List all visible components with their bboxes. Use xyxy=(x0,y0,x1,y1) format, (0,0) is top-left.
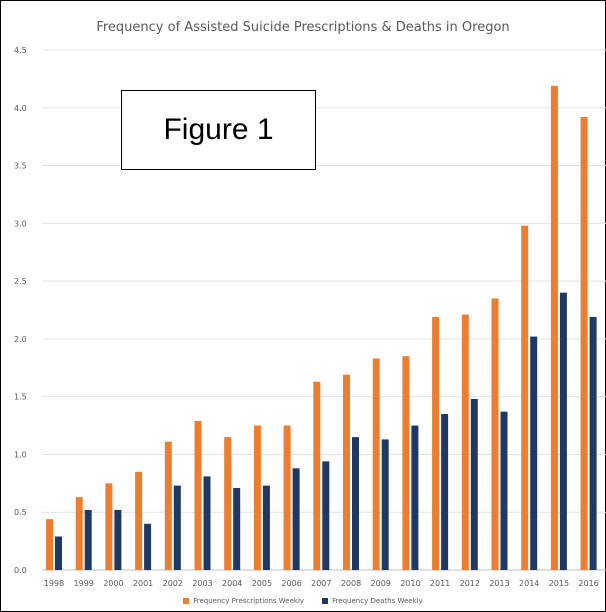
x-tick-label: 2000 xyxy=(103,579,123,588)
bar-deaths xyxy=(559,292,567,570)
y-tick-label: 1.0 xyxy=(14,450,27,459)
bar-prescriptions xyxy=(491,298,499,570)
bar-prescriptions xyxy=(224,437,232,570)
y-tick-label: 3.5 xyxy=(14,162,27,171)
x-tick-label: 2015 xyxy=(549,579,569,588)
bar-deaths xyxy=(144,523,152,570)
y-tick-label: 2.5 xyxy=(14,277,27,286)
legend-swatch-prescriptions xyxy=(183,598,190,604)
x-tick-label: 2012 xyxy=(460,579,480,588)
x-tick-label: 2016 xyxy=(578,579,598,588)
figure-label-box: Figure 1 xyxy=(121,90,316,170)
x-tick-label: 2001 xyxy=(133,579,153,588)
x-tick-label: 2002 xyxy=(163,579,183,588)
bar-deaths xyxy=(233,487,241,570)
bar-deaths xyxy=(262,485,270,570)
legend-item-deaths: Frequency Deaths Weekly xyxy=(322,597,423,605)
chart-legend: Frequency Prescriptions Weekly Frequency… xyxy=(0,597,606,605)
bar-deaths xyxy=(381,439,389,570)
x-tick-label: 2004 xyxy=(222,579,242,588)
y-tick-label: 1.5 xyxy=(14,393,27,402)
bar-prescriptions xyxy=(105,483,113,570)
y-tick-label: 4.5 xyxy=(14,46,27,55)
x-tick-label: 2005 xyxy=(252,579,272,588)
x-tick-label: 2007 xyxy=(311,579,331,588)
x-tick-label: 2013 xyxy=(489,579,509,588)
bar-prescriptions xyxy=(164,441,172,570)
bar-deaths xyxy=(173,485,181,570)
bar-deaths xyxy=(84,509,92,570)
x-tick-label: 2003 xyxy=(192,579,212,588)
x-tick-label: 1998 xyxy=(44,579,64,588)
bar-prescriptions xyxy=(550,85,558,571)
x-tick-label: 2008 xyxy=(341,579,361,588)
y-tick-label: 0.5 xyxy=(14,508,27,517)
y-tick-label: 0.0 xyxy=(14,566,27,575)
bar-deaths xyxy=(322,461,330,570)
legend-item-prescriptions: Frequency Prescriptions Weekly xyxy=(183,597,304,605)
bar-prescriptions xyxy=(313,381,321,570)
y-tick-label: 2.0 xyxy=(14,335,27,344)
x-tick-label: 2011 xyxy=(430,579,450,588)
x-tick-label: 1999 xyxy=(74,579,94,588)
bar-deaths xyxy=(470,398,478,570)
bar-deaths xyxy=(55,536,62,570)
chart-title: Frequency of Assisted Suicide Prescripti… xyxy=(96,20,510,35)
bar-prescriptions xyxy=(135,471,143,570)
bar-prescriptions xyxy=(283,425,291,570)
bar-prescriptions xyxy=(372,358,380,570)
bar-prescriptions xyxy=(580,117,588,571)
bar-prescriptions xyxy=(432,316,440,570)
bar-prescriptions xyxy=(343,374,350,570)
figure-label: Figure 1 xyxy=(163,113,274,146)
x-tick-label: 2009 xyxy=(371,579,391,588)
x-tick-label: 2010 xyxy=(400,579,420,588)
legend-swatch-deaths xyxy=(322,598,329,604)
bar-prescriptions xyxy=(402,356,410,570)
bar-deaths xyxy=(352,437,359,570)
bar-deaths xyxy=(589,316,597,570)
x-tick-label: 2006 xyxy=(281,579,301,588)
bar-deaths xyxy=(441,414,449,570)
bar-deaths xyxy=(530,336,538,570)
bar-deaths xyxy=(203,476,211,570)
y-tick-label: 3.0 xyxy=(14,219,27,228)
legend-label-deaths: Frequency Deaths Weekly xyxy=(332,597,423,605)
bar-deaths xyxy=(292,468,300,570)
bar-prescriptions xyxy=(461,314,469,570)
bar-prescriptions xyxy=(253,425,261,570)
bar-prescriptions xyxy=(521,225,529,570)
bar-prescriptions xyxy=(194,420,202,570)
bar-deaths xyxy=(114,509,122,570)
bar-deaths xyxy=(500,411,508,570)
bar-prescriptions xyxy=(46,519,53,570)
bar-deaths xyxy=(411,425,419,570)
y-tick-label: 4.0 xyxy=(14,104,27,113)
bar-prescriptions xyxy=(75,497,83,570)
legend-label-prescriptions: Frequency Prescriptions Weekly xyxy=(193,597,305,605)
x-tick-label: 2014 xyxy=(519,579,539,588)
